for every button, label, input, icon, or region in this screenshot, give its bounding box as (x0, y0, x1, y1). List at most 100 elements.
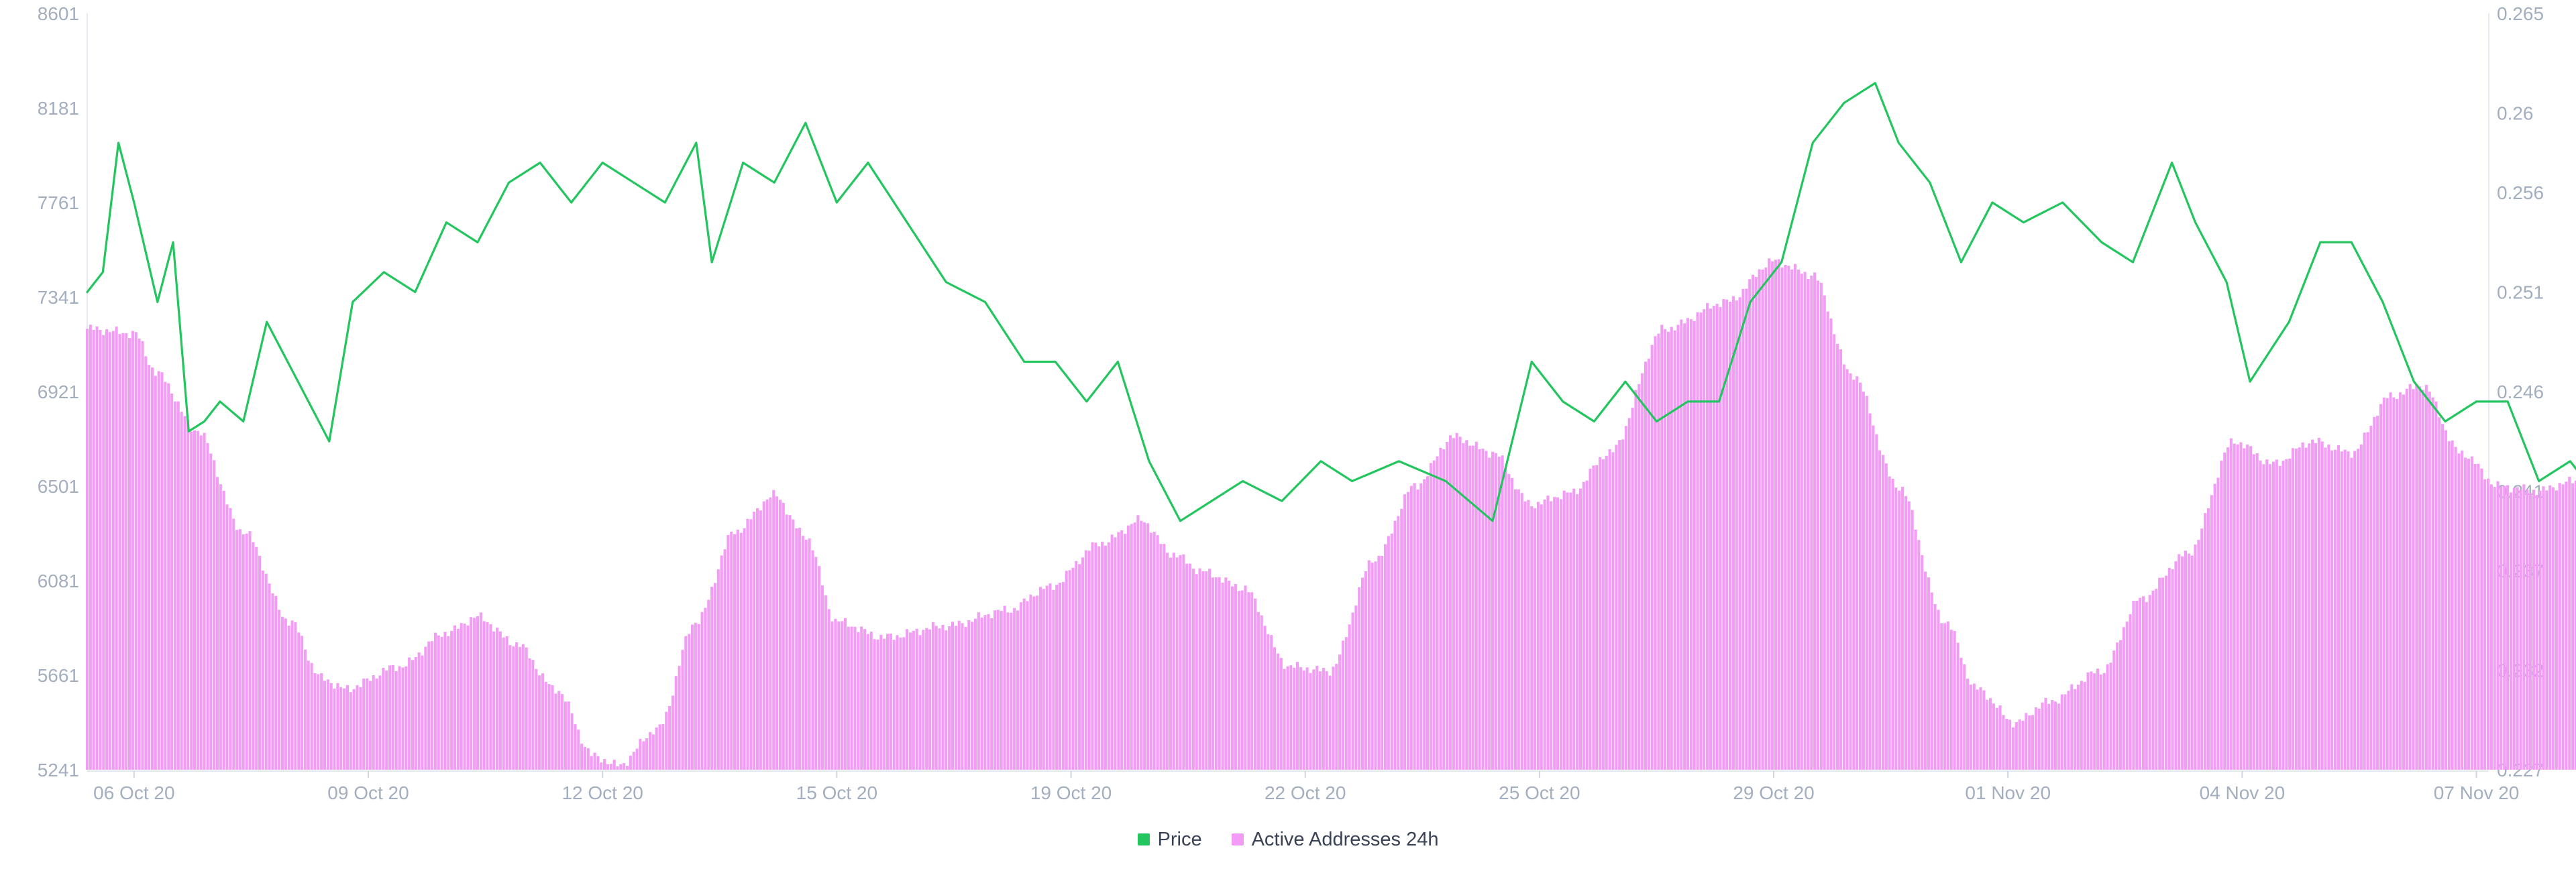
active-addresses-bar (209, 453, 213, 770)
active-addresses-bar (252, 542, 255, 770)
active-addresses-bar (1240, 590, 1244, 770)
active-addresses-bar (535, 668, 538, 770)
active-addresses-bar (2129, 614, 2132, 770)
x-axis-tick-label: 07 Nov 20 (2434, 782, 2520, 803)
active-addresses-bar (1081, 557, 1085, 770)
active-addresses-bar (1729, 301, 1732, 770)
active-addresses-bar (1052, 589, 1055, 770)
active-addresses-bar (2359, 444, 2363, 770)
active-addresses-bar (2389, 392, 2392, 770)
active-addresses-bar (544, 681, 547, 770)
left-axis-tick-label: 8181 (38, 98, 79, 119)
active-addresses-bar (1946, 621, 1950, 770)
active-addresses-bar (782, 502, 785, 770)
active-addresses-bar (284, 618, 287, 770)
active-addresses-bar (596, 756, 600, 770)
active-addresses-bar (92, 330, 95, 770)
active-addresses-bar (967, 620, 971, 770)
active-addresses-bar (424, 646, 427, 770)
active-addresses-bar (2197, 540, 2200, 770)
active-addresses-bar (1010, 612, 1013, 770)
active-addresses-bar (538, 675, 541, 770)
active-addresses-bar (1943, 623, 1947, 770)
active-addresses-bar (2135, 600, 2139, 770)
active-addresses-bar (1309, 673, 1312, 770)
active-addresses-bar (2311, 439, 2314, 770)
active-addresses-bar (1049, 583, 1052, 770)
active-addresses-bar (1611, 452, 1615, 770)
active-addresses-bar (642, 741, 645, 770)
active-addresses-bar (443, 632, 447, 770)
active-addresses-bar (2102, 673, 2106, 770)
active-addresses-bar (915, 628, 918, 770)
active-addresses-bar (2028, 715, 2031, 770)
active-addresses-bar (521, 644, 525, 770)
active-addresses-bar (2428, 392, 2431, 770)
x-axis-tick-label: 04 Nov 20 (2200, 782, 2286, 803)
active-addresses-bar (2477, 463, 2480, 770)
active-addresses-bar (2385, 398, 2389, 770)
active-addresses-bar (2125, 622, 2129, 770)
active-addresses-bar (2057, 703, 2060, 770)
active-addresses-bar (1933, 604, 1937, 770)
active-addresses-bar (154, 375, 157, 770)
active-addresses-bar (1917, 540, 1921, 770)
active-addresses-bar (1256, 611, 1260, 770)
active-addresses-bar (2106, 664, 2109, 770)
active-addresses-bar (1474, 441, 1478, 770)
active-addresses-bar (1979, 687, 1982, 770)
active-addresses-bar (1800, 274, 1803, 770)
active-addresses-bar (1536, 502, 1540, 770)
left-axis-tick-label: 6501 (38, 476, 79, 497)
active-addresses-bar (2415, 385, 2418, 770)
left-axis-tick-label: 7341 (38, 287, 79, 308)
active-addresses-bar (1465, 440, 1468, 770)
active-addresses-bar (2226, 447, 2230, 770)
active-addresses-bar (1520, 493, 1523, 770)
active-addresses-bar (2571, 483, 2575, 770)
active-addresses-bar (1553, 497, 1556, 770)
active-addresses-bar (2181, 556, 2184, 770)
active-addresses-bar (368, 681, 372, 770)
active-addresses-bar (1260, 615, 1263, 770)
active-addresses-bar (1953, 631, 1956, 770)
active-addresses-bar (1940, 623, 1943, 770)
active-addresses-bar (824, 595, 827, 770)
active-addresses-bar (2018, 719, 2021, 770)
active-addresses-bar (700, 611, 704, 770)
active-addresses-bar (1211, 577, 1214, 770)
active-addresses-bar (2122, 627, 2125, 770)
active-addresses-bar (801, 536, 804, 770)
active-addresses-bar (1101, 541, 1104, 770)
active-addresses-bar (2512, 487, 2516, 770)
active-addresses-bar (1458, 436, 1462, 770)
active-addresses-bar (1094, 542, 1097, 770)
legend-item-active-addresses[interactable]: Active Addresses 24h (1231, 829, 1438, 851)
active-addresses-bar (922, 630, 925, 770)
active-addresses-bar (1497, 457, 1501, 770)
active-addresses-bar (317, 674, 320, 770)
active-addresses-bar (170, 393, 174, 770)
active-addresses-bar (1578, 488, 1582, 770)
active-addresses-bar (339, 687, 343, 770)
active-addresses-bar (938, 628, 941, 770)
active-addresses-bar (785, 514, 788, 770)
active-addresses-bar (1650, 345, 1654, 770)
active-addresses-bar (811, 550, 814, 770)
active-addresses-bar (626, 766, 629, 770)
active-addresses-bar (857, 632, 860, 770)
active-addresses-bar (2051, 700, 2054, 770)
active-addresses-bar (515, 642, 519, 770)
active-addresses-bar (2529, 493, 2532, 770)
active-addresses-bar (755, 508, 759, 770)
active-addresses-bar (505, 636, 508, 770)
legend-item-price[interactable]: Price (1137, 829, 1202, 851)
active-addresses-bar (2139, 597, 2142, 770)
active-addresses-bar (567, 701, 570, 770)
active-addresses-bar (1634, 390, 1638, 770)
x-axis-tick-label: 06 Oct 20 (93, 782, 174, 803)
active-addresses-bar (85, 329, 89, 770)
active-addresses-bar (512, 646, 515, 770)
active-addresses-bar (1618, 440, 1621, 770)
active-addresses-bar (1826, 311, 1829, 770)
